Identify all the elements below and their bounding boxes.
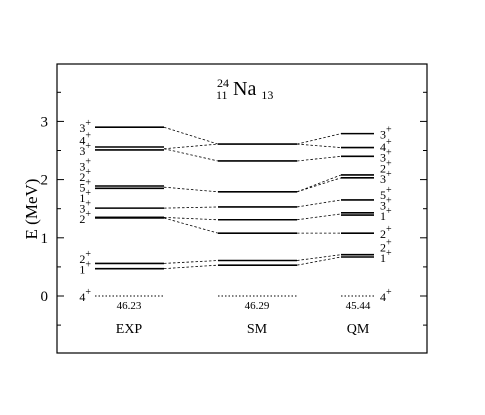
level-connection: [296, 254, 342, 261]
title-proton-number: 11: [216, 88, 228, 102]
level-connection: [163, 217, 219, 234]
column-sublabel: 46.23: [117, 300, 142, 312]
spin-label-exp: 1+: [79, 188, 91, 205]
nucleus-title: 24 Na 13: [217, 70, 273, 102]
spin-label-exp: 1+: [79, 260, 91, 277]
spin-label-exp: 2+: [79, 249, 91, 266]
title-neutron-number: 13: [261, 88, 273, 102]
level-connection: [296, 143, 342, 148]
level-connection: [296, 133, 342, 145]
level-connection: [163, 206, 219, 209]
spin-label-qm: 5+: [380, 185, 392, 202]
column-name: EXP: [116, 322, 143, 337]
spin-label-qm: 3+: [380, 169, 392, 186]
spin-label-exp: 4+: [79, 287, 91, 304]
spin-label-qm: 3+: [380, 125, 392, 142]
level-connection: [163, 126, 219, 145]
column-name: QM: [347, 322, 370, 337]
y-tick-label: 1: [41, 231, 49, 247]
spin-label-qm: 2+: [380, 238, 392, 255]
spin-label-qm: 3+: [380, 196, 392, 213]
level-connections: [163, 126, 342, 270]
spin-label-exp: 3+: [79, 199, 91, 216]
energy-levels: [95, 126, 374, 297]
spin-label-qm: 3+: [380, 147, 392, 164]
spin-label-exp: 4+: [79, 130, 91, 147]
spin-label-exp: 3+: [79, 141, 91, 158]
column-sublabel: 46.29: [245, 300, 270, 312]
title-mass-number: 24: [217, 76, 229, 90]
spin-labels: 4+1+2+2+3+1+5+2+3+3+4+3+4+1+2+2+1+3+5+3+…: [79, 118, 392, 304]
y-tick-label: 3: [41, 114, 49, 130]
spin-label-qm: 1+: [380, 206, 392, 223]
spin-label-qm: 2+: [380, 158, 392, 175]
level-connection: [296, 177, 342, 193]
level-connection: [163, 260, 219, 264]
level-connection: [163, 143, 219, 150]
title-symbol: Na: [233, 78, 256, 100]
spin-label-exp: 5+: [79, 178, 91, 195]
spin-label-exp: 3+: [79, 157, 91, 174]
level-connection: [296, 174, 342, 193]
column-sublabel: 45.44: [346, 300, 371, 312]
level-connection: [296, 155, 342, 162]
spin-label-exp: 2+: [79, 167, 91, 184]
level-connection: [296, 256, 342, 266]
level-connection: [163, 186, 219, 193]
column-labels: 46.23 EXP 46.29 SM 45.44 QM: [116, 300, 371, 337]
column-name: SM: [247, 322, 268, 337]
y-axis-ticks: 0 1 2 3: [41, 91, 427, 326]
spin-label-exp: 3+: [79, 118, 91, 135]
level-connection: [163, 217, 219, 221]
level-connection: [163, 264, 219, 270]
spin-label-qm: 1+: [380, 248, 392, 265]
spin-label-qm: 4+: [380, 137, 392, 154]
level-connection: [296, 199, 342, 208]
level-connection: [163, 148, 219, 162]
level-connection: [296, 213, 342, 221]
spin-label-exp: 2+: [79, 209, 91, 226]
y-tick-label: 2: [41, 173, 49, 189]
y-tick-label: 0: [41, 289, 49, 305]
spin-label-qm: 2+: [380, 224, 392, 241]
spin-label-qm: 4+: [380, 287, 392, 304]
y-axis-label: E (MeV): [22, 179, 41, 240]
